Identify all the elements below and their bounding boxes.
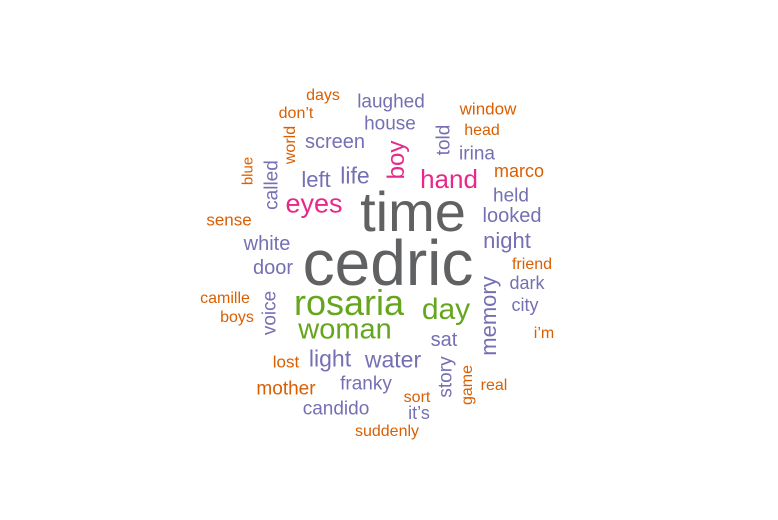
- word-35: window: [459, 99, 517, 119]
- word-20: called: [261, 160, 283, 210]
- word-8: life: [340, 162, 370, 189]
- word-28: story: [435, 356, 457, 398]
- word-17: night: [483, 228, 531, 253]
- word-19: door: [252, 257, 294, 279]
- word-15: held: [493, 185, 529, 207]
- word-45: mother: [256, 378, 316, 400]
- word-6: hand: [420, 164, 478, 194]
- word-31: it’s: [408, 403, 430, 423]
- word-47: real: [480, 377, 508, 394]
- word-42: boys: [220, 309, 254, 326]
- word-44: lost: [272, 352, 300, 372]
- word-3: woman: [298, 313, 392, 346]
- word-41: camille: [200, 290, 250, 307]
- word-34: world: [282, 125, 299, 165]
- word-33: don’t: [278, 105, 314, 122]
- word-9: left: [301, 167, 331, 192]
- word-36: head: [464, 122, 500, 139]
- word-22: light: [308, 345, 352, 372]
- word-46: game: [459, 364, 476, 406]
- word-11: house: [364, 113, 416, 135]
- word-43: i’m: [533, 325, 555, 342]
- word-24: sat: [430, 329, 458, 351]
- word-38: blue: [239, 156, 257, 186]
- word-2: rosaria: [293, 282, 405, 323]
- word-5: eyes: [285, 188, 343, 219]
- word-26: dark: [509, 273, 545, 293]
- word-37: marco: [493, 161, 545, 181]
- word-30: candido: [302, 398, 370, 420]
- word-16: looked: [482, 205, 542, 227]
- word-0: cedric: [302, 227, 474, 299]
- word-18: white: [243, 233, 291, 255]
- word-25: memory: [476, 276, 501, 356]
- word-48: sort: [403, 389, 431, 406]
- word-14: irina: [459, 143, 495, 165]
- word-4: day: [421, 293, 471, 326]
- word-29: franky: [340, 373, 392, 395]
- word-7: boy: [383, 140, 410, 180]
- word-23: water: [364, 346, 422, 373]
- word-27: city: [511, 295, 539, 315]
- word-40: friend: [511, 256, 553, 273]
- word-32: days: [306, 87, 340, 104]
- word-12: laughed: [357, 91, 425, 113]
- word-1: time: [360, 180, 466, 243]
- word-49: suddenly: [354, 423, 420, 440]
- word-13: told: [433, 124, 455, 156]
- word-10: screen: [304, 131, 366, 153]
- word-39: sense: [206, 210, 252, 230]
- word-21: voice: [259, 290, 281, 336]
